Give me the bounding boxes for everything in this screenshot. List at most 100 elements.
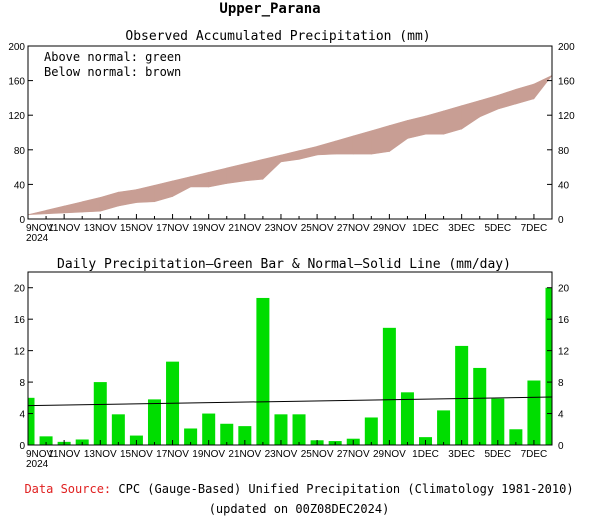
accumulated-ytick-label-left: 40 xyxy=(14,180,26,191)
accumulated-xtick-label: 21NOV xyxy=(228,223,261,234)
accumulated-chart: 0 0 40 40 80 80 120 120 160 160 200 200 9NOV202411NO… xyxy=(8,42,575,244)
below-normal-area-segment xyxy=(479,94,499,118)
daily-precip-bar xyxy=(400,392,414,445)
accumulated-xtick-label: 23NOV xyxy=(265,223,298,234)
daily-precip-bar xyxy=(202,413,216,445)
daily-plot-frame xyxy=(27,271,553,446)
data-source-text: CPC (Gauge-Based) Unified Precipitation … xyxy=(118,482,574,496)
below-normal-area-segment xyxy=(461,100,481,130)
daily-xtick-label: 29NOV xyxy=(373,449,406,460)
accumulated-xtick-label: 25NOV xyxy=(301,223,334,234)
daily-xtick-label: 17NOV xyxy=(156,449,189,460)
daily-xtick-label: 23NOV xyxy=(265,449,298,460)
daily-ytick-label-right: 4 xyxy=(558,410,564,421)
page-title: Upper_Parana xyxy=(219,1,320,17)
below-normal-area-segment xyxy=(515,83,535,105)
accumulated-plot-frame xyxy=(27,45,553,220)
daily-precip-bar xyxy=(111,414,125,445)
accumulated-ytick-label-left: 120 xyxy=(8,111,25,122)
daily-xtick-label: 7DEC xyxy=(521,449,548,460)
accumulated-ytick-label-right: 200 xyxy=(558,42,575,53)
daily-ytick-label-right: 12 xyxy=(558,347,570,358)
below-normal-area-segment xyxy=(136,184,155,203)
daily-ytick-label-left: 16 xyxy=(14,315,26,326)
daily-precip-bar xyxy=(527,380,541,445)
below-normal-area-segment xyxy=(45,205,65,215)
normal-precip-line xyxy=(27,396,553,407)
below-normal-area-segment xyxy=(63,201,83,214)
daily-xtick-label: 13NOV xyxy=(84,449,117,460)
below-normal-area-segment xyxy=(389,119,408,153)
daily-xtick-label: 1DEC xyxy=(412,449,439,460)
daily-precip-bar xyxy=(256,297,270,445)
daily-xtick-label: 9NOV xyxy=(26,449,54,460)
daily-ytick-label-right: 8 xyxy=(558,378,564,389)
daily-precip-bar xyxy=(437,410,451,445)
below-normal-area-segment xyxy=(118,189,137,207)
daily-xtick-label: 15NOV xyxy=(120,449,153,460)
daily-precip-bar xyxy=(509,429,523,445)
accumulated-ytick-label-right: 80 xyxy=(558,146,570,157)
daily-precip-bar xyxy=(473,367,487,445)
accumulated-ytick-label-left: 200 xyxy=(8,42,25,53)
accumulated-xtick-label: 11NOV xyxy=(48,223,80,234)
accumulated-ytick-label-left: 80 xyxy=(14,146,26,157)
daily-precip-bar xyxy=(455,345,469,445)
legend-below-normal: Below normal: brown xyxy=(44,65,181,79)
daily-ytick-label-left: 8 xyxy=(19,378,25,389)
accumulated-ytick-label-left: 160 xyxy=(8,77,25,88)
below-normal-area-segment xyxy=(533,75,553,100)
below-normal-area-segment xyxy=(244,158,264,182)
below-normal-area-segment xyxy=(27,209,47,215)
below-normal-area-segment xyxy=(316,140,336,156)
accumulated-ytick-label-left: 0 xyxy=(19,215,25,226)
daily-precip-bar xyxy=(184,428,198,445)
daily-xtick-label: 27NOV xyxy=(337,449,370,460)
daily-precip-bar xyxy=(220,423,234,445)
accumulated-xtick-label: 3DEC xyxy=(448,223,475,234)
daily-xtick-label: 25NOV xyxy=(301,449,334,460)
below-normal-area-segment xyxy=(298,145,318,160)
daily-precip-bar xyxy=(147,399,161,445)
accumulated-xtick-label: 9NOV xyxy=(26,223,54,234)
below-normal-area-segment xyxy=(425,110,444,135)
daily-precip-bar xyxy=(491,398,505,445)
below-normal-area-segment xyxy=(407,115,426,139)
daily-precip-bar xyxy=(545,287,552,445)
accumulated-ytick-label-right: 120 xyxy=(558,111,575,122)
daily-xtick-label: 2024 xyxy=(26,459,49,470)
daily-ytick-label-left: 4 xyxy=(19,410,25,421)
data-source-footer: Data Source: CPC (Gauge-Based) Unified P… xyxy=(0,482,598,496)
daily-precip-bar xyxy=(28,397,35,445)
daily-xtick-label: 5DEC xyxy=(484,449,511,460)
below-normal-area-segment xyxy=(99,191,119,212)
daily-precip-bar xyxy=(292,414,306,445)
below-normal-area-segment xyxy=(190,171,209,188)
below-normal-area-segment xyxy=(208,167,228,188)
below-normal-area-segment xyxy=(226,163,246,184)
legend-above-normal: Above normal: green xyxy=(44,50,181,64)
below-normal-area-segment xyxy=(262,154,282,180)
accumulated-xtick-label: 15NOV xyxy=(120,223,153,234)
accumulated-xtick-label: 1DEC xyxy=(412,223,439,234)
accumulated-ytick-label-right: 0 xyxy=(558,215,564,226)
accumulated-xtick-label: 19NOV xyxy=(192,223,225,234)
daily-precip-bar xyxy=(39,436,53,445)
accumulated-chart-title: Observed Accumulated Precipitation (mm) xyxy=(125,29,430,44)
below-normal-area-segment xyxy=(334,135,354,155)
daily-precip-bar xyxy=(382,327,396,445)
daily-ytick-label-left: 20 xyxy=(14,284,26,295)
daily-ytick-label-right: 0 xyxy=(558,441,564,452)
daily-precip-bar xyxy=(238,426,252,445)
accumulated-ytick-label-right: 160 xyxy=(558,77,575,88)
daily-ytick-label-left: 0 xyxy=(19,441,25,452)
updated-footer: (updated on 00Z08DEC2024) xyxy=(208,502,390,516)
accumulated-ytick-label-right: 40 xyxy=(558,180,570,191)
below-normal-area-segment xyxy=(371,125,390,155)
accumulated-xtick-label: 27NOV xyxy=(337,223,370,234)
daily-xtick-label: 11NOV xyxy=(48,449,80,460)
daily-ytick-label-right: 20 xyxy=(558,284,570,295)
daily-precip-bar xyxy=(274,414,288,445)
